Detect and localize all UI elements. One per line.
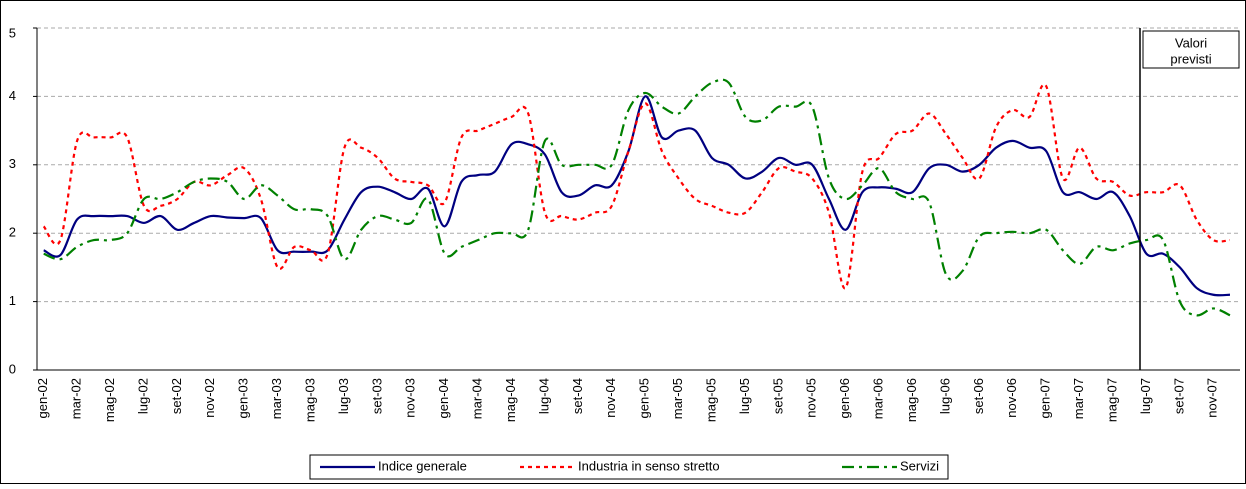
x-tick-label: mar-06 — [871, 378, 886, 419]
x-tick-label: mag-03 — [302, 378, 317, 422]
y-tick-label: 4 — [9, 88, 16, 103]
legend-label: Servizi — [900, 458, 939, 473]
x-tick-label: set-03 — [369, 378, 384, 414]
y-tick-label: 3 — [9, 156, 16, 171]
x-tick-label: lug-07 — [1138, 378, 1153, 414]
y-tick-label: 0 — [9, 361, 16, 376]
x-tick-label: nov-04 — [603, 378, 618, 418]
legend-box — [309, 454, 949, 480]
legend-label: Indice generale — [378, 458, 467, 473]
x-tick-label: nov-03 — [403, 378, 418, 418]
x-tick-label: lug-02 — [135, 378, 150, 414]
x-tick-label: nov-06 — [1004, 378, 1019, 418]
x-tick-label: set-04 — [570, 378, 585, 414]
annotation: Valori — [1175, 35, 1207, 50]
x-tick-label: lug-04 — [536, 378, 551, 414]
x-tick-label: mar-02 — [69, 378, 84, 419]
y-tick-label: 5 — [9, 25, 16, 40]
x-tick-label: gen-06 — [837, 378, 852, 418]
legend-label: Industria in senso stretto — [578, 458, 720, 473]
x-tick-label: gen-05 — [637, 378, 652, 418]
x-tick-label: set-06 — [971, 378, 986, 414]
x-tick-label: mar-05 — [670, 378, 685, 419]
x-tick-label: set-05 — [770, 378, 785, 414]
x-tick-label: mag-05 — [703, 378, 718, 422]
x-tick-label: gen-02 — [35, 378, 50, 418]
x-tick-label: lug-06 — [937, 378, 952, 414]
annotation-box — [1142, 30, 1240, 69]
x-tick-label: mar-03 — [269, 378, 284, 419]
x-tick-label: mag-04 — [503, 378, 518, 422]
x-tick-label: gen-03 — [236, 378, 251, 418]
x-tick-label: mag-02 — [102, 378, 117, 422]
x-tick-label: mar-07 — [1071, 378, 1086, 419]
x-tick-label: gen-04 — [436, 378, 451, 418]
annotation: previsti — [1170, 51, 1211, 66]
x-tick-label: set-07 — [1171, 378, 1186, 414]
x-tick-label: lug-05 — [737, 378, 752, 414]
x-tick-label: mag-06 — [904, 378, 919, 422]
x-tick-label: set-02 — [169, 378, 184, 414]
x-tick-label: lug-03 — [336, 378, 351, 414]
x-tick-label: nov-05 — [804, 378, 819, 418]
x-tick-label: mag-07 — [1104, 378, 1119, 422]
x-tick-label: mar-04 — [470, 378, 485, 419]
y-tick-label: 2 — [9, 225, 16, 240]
y-tick-label: 1 — [9, 293, 16, 308]
x-tick-label: nov-02 — [202, 378, 217, 418]
x-tick-label: nov-07 — [1205, 378, 1220, 418]
x-tick-label: gen-07 — [1038, 378, 1053, 418]
series-line — [43, 95, 1231, 297]
series-line — [43, 78, 1231, 317]
